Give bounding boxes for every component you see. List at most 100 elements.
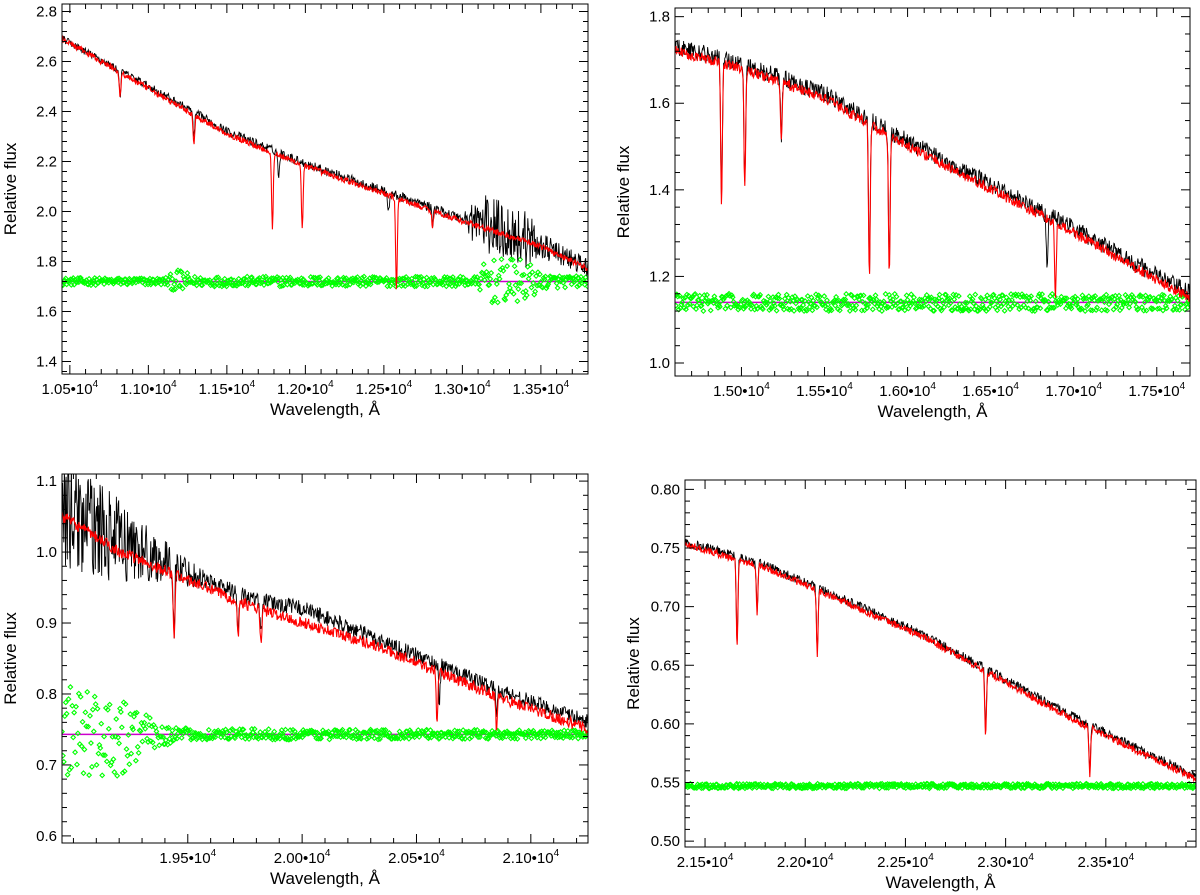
residual-point (74, 730, 81, 737)
residual-point (746, 299, 753, 305)
residual-point (193, 736, 200, 743)
residual-point (1016, 306, 1023, 313)
panel-bottom-left: 1.95•104 2.00•104 2.05•104 2.10•104 0.6 0.7 0.… (1, 473, 589, 888)
residual-point (947, 300, 954, 307)
residual-point (799, 296, 806, 303)
residual-point (1155, 294, 1162, 301)
residual-point (536, 729, 543, 736)
residual-point (865, 302, 872, 308)
residual-point (183, 281, 190, 288)
residual-point (479, 270, 486, 277)
residual-point (1003, 294, 1010, 301)
residual-point (1110, 306, 1117, 313)
residual-point (165, 724, 172, 731)
residual-point (187, 726, 194, 733)
residual-point (926, 785, 933, 792)
residual-point (951, 296, 958, 303)
residual-point (553, 280, 560, 287)
residual-point (862, 300, 869, 307)
residual-point (73, 703, 80, 710)
residual-point (212, 282, 219, 289)
residual-point (139, 738, 146, 745)
residual-point (325, 728, 332, 735)
residual-point (1143, 307, 1150, 314)
residual-point (338, 728, 345, 735)
residual-point (184, 270, 191, 276)
residual-point (308, 280, 315, 287)
residual-point (809, 307, 816, 314)
residual-point (967, 306, 974, 313)
residual-point (1154, 305, 1161, 312)
y-tick-label: 1.1 (36, 473, 57, 490)
residual-point (1084, 301, 1091, 308)
residual-point (802, 298, 808, 304)
model-spectrum-line (685, 541, 1196, 783)
residual-point (86, 772, 93, 779)
residual-point (1107, 298, 1114, 305)
residual-point (477, 734, 483, 741)
residual-point (941, 304, 948, 311)
residual-point (73, 761, 80, 768)
y-tick-label: 0.6 (36, 828, 57, 845)
residual-point (265, 280, 272, 287)
residual-point (500, 267, 507, 274)
x-tick-label: 1.65•104 (962, 381, 1019, 400)
residual-point (105, 725, 112, 732)
x-tick-label: 1.50•104 (713, 381, 770, 400)
residual-point (254, 734, 261, 740)
residual-point (499, 735, 506, 742)
residual-point (518, 280, 525, 287)
residual-point (873, 296, 880, 303)
residual-point (986, 295, 993, 302)
residual-point (188, 736, 195, 743)
y-tick-label: 0.75 (651, 540, 680, 557)
residual-point (562, 284, 569, 291)
residual-point (122, 701, 129, 708)
residual-series (675, 290, 1190, 315)
residual-point (98, 720, 105, 727)
residual-point (398, 282, 405, 289)
residual-point (488, 269, 495, 276)
residual-point (876, 785, 883, 792)
residual-point (286, 275, 293, 282)
residual-point (376, 736, 383, 743)
residual-point (1163, 305, 1170, 312)
residual-point (72, 749, 79, 756)
residual-point (813, 291, 819, 298)
residual-point (126, 761, 133, 768)
residual-point (101, 733, 108, 740)
residual-point (376, 731, 382, 737)
residual-point (381, 731, 388, 738)
residual-point (119, 769, 126, 776)
residual-point (1011, 300, 1018, 307)
residual-point (997, 303, 1004, 310)
residual-point (174, 735, 180, 742)
residual-point (687, 295, 694, 302)
residual-point (405, 735, 412, 742)
y-tick-label: 1.8 (36, 254, 57, 271)
residual-point (132, 757, 139, 764)
residual-series (62, 256, 588, 306)
y-tick-label: 2.0 (36, 204, 57, 221)
residual-point (828, 307, 835, 314)
residual-point (839, 301, 846, 308)
residual-point (1013, 292, 1020, 299)
residual-point (291, 728, 298, 735)
y-tick-label: 1.8 (649, 9, 670, 26)
residual-point (249, 729, 256, 736)
residual-point (1007, 306, 1014, 313)
residual-point (95, 279, 102, 286)
residual-point (102, 752, 108, 759)
residual-point (1019, 291, 1025, 298)
residual-point (230, 282, 237, 289)
residual-point (962, 299, 969, 306)
residual-point (145, 721, 152, 728)
residual-point (457, 273, 464, 280)
residual-point (1103, 291, 1110, 298)
residual-point (78, 743, 85, 750)
residual-point (396, 728, 403, 735)
residual-point (824, 301, 831, 308)
y-tick-label: 0.80 (651, 481, 680, 498)
residual-point (143, 712, 150, 719)
residual-point (557, 729, 564, 736)
